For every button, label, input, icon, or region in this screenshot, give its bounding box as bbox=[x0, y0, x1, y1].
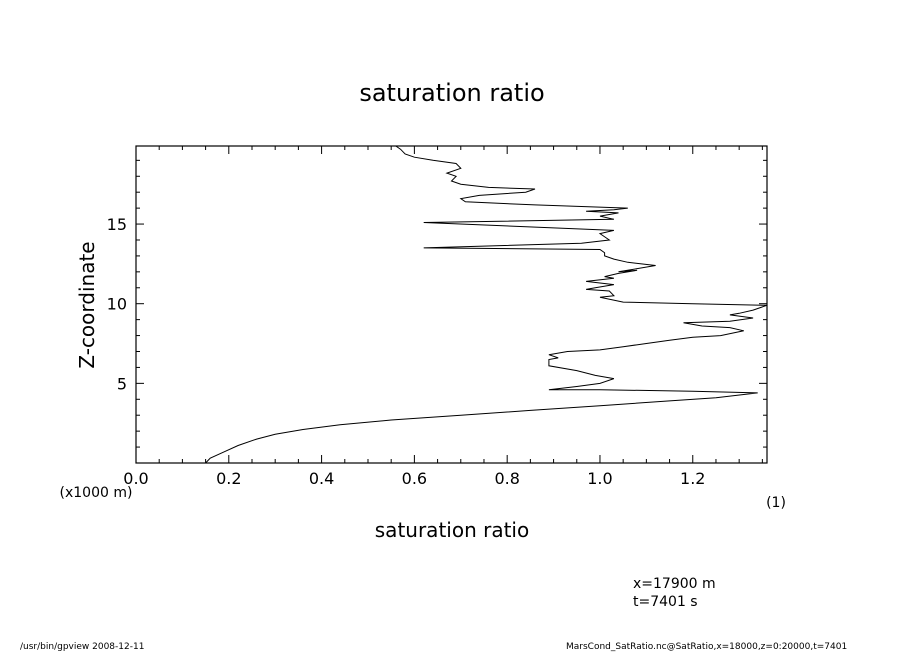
time-readout: t=7401 s bbox=[633, 594, 698, 610]
x-tick-label: 1.0 bbox=[587, 469, 612, 488]
y-tick-label: 5 bbox=[117, 374, 127, 393]
x-position-readout: x=17900 m bbox=[633, 576, 716, 592]
y-tick-label: 10 bbox=[107, 295, 127, 314]
x-axis-label: saturation ratio bbox=[375, 518, 529, 542]
x-tick-label: 0.2 bbox=[216, 469, 241, 488]
footer-source: MarsCond_SatRatio.nc@SatRatio,x=18000,z=… bbox=[566, 642, 848, 652]
series-line bbox=[205, 145, 768, 464]
y-tick-label: 15 bbox=[107, 215, 127, 234]
x-tick-label: 0.0 bbox=[123, 469, 148, 488]
y-tick-labels: 5 10 15 bbox=[107, 215, 127, 393]
chart-title: saturation ratio bbox=[359, 79, 544, 107]
y-axis bbox=[136, 159, 767, 448]
y-axis-label: Z-coordinate bbox=[75, 241, 99, 368]
x-tick-label: 0.8 bbox=[494, 469, 519, 488]
plot-area bbox=[135, 145, 768, 464]
plot-frame bbox=[135, 145, 768, 464]
x-tick-label: 1.2 bbox=[680, 469, 705, 488]
y-axis-unit: (x1000 m) bbox=[60, 485, 133, 501]
footer-program: /usr/bin/gpview 2008-12-11 bbox=[20, 642, 145, 652]
series-group bbox=[205, 145, 768, 464]
x-tick-label: 0.6 bbox=[402, 469, 427, 488]
x-axis bbox=[135, 146, 763, 463]
x-tick-label: 0.4 bbox=[309, 469, 334, 488]
x-tick-labels: 0.0 0.2 0.4 0.6 0.8 1.0 1.2 bbox=[123, 469, 705, 488]
x-axis-unit: (1) bbox=[766, 495, 786, 511]
